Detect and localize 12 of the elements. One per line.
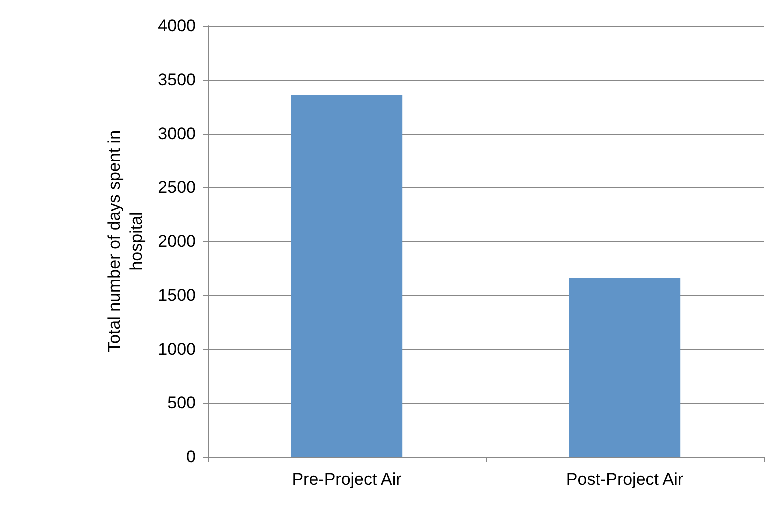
- y-tick-label: 1500: [158, 286, 196, 305]
- y-tick-label: 3500: [158, 70, 196, 90]
- y-tick-label: 1000: [158, 340, 196, 359]
- x-tick-label: Pre-Project Air: [292, 470, 402, 489]
- x-tick-label: Post-Project Air: [566, 470, 684, 489]
- y-tick-label: 2000: [158, 232, 196, 251]
- y-tick-label: 2500: [158, 178, 196, 198]
- y-tick-label: 3000: [158, 124, 196, 144]
- y-tick-label: 4000: [158, 16, 196, 36]
- y-tick-label: 500: [168, 394, 196, 413]
- y-tick-label: 0: [186, 448, 196, 466]
- y-axis-title: Total number of days spent in hospital: [104, 130, 146, 353]
